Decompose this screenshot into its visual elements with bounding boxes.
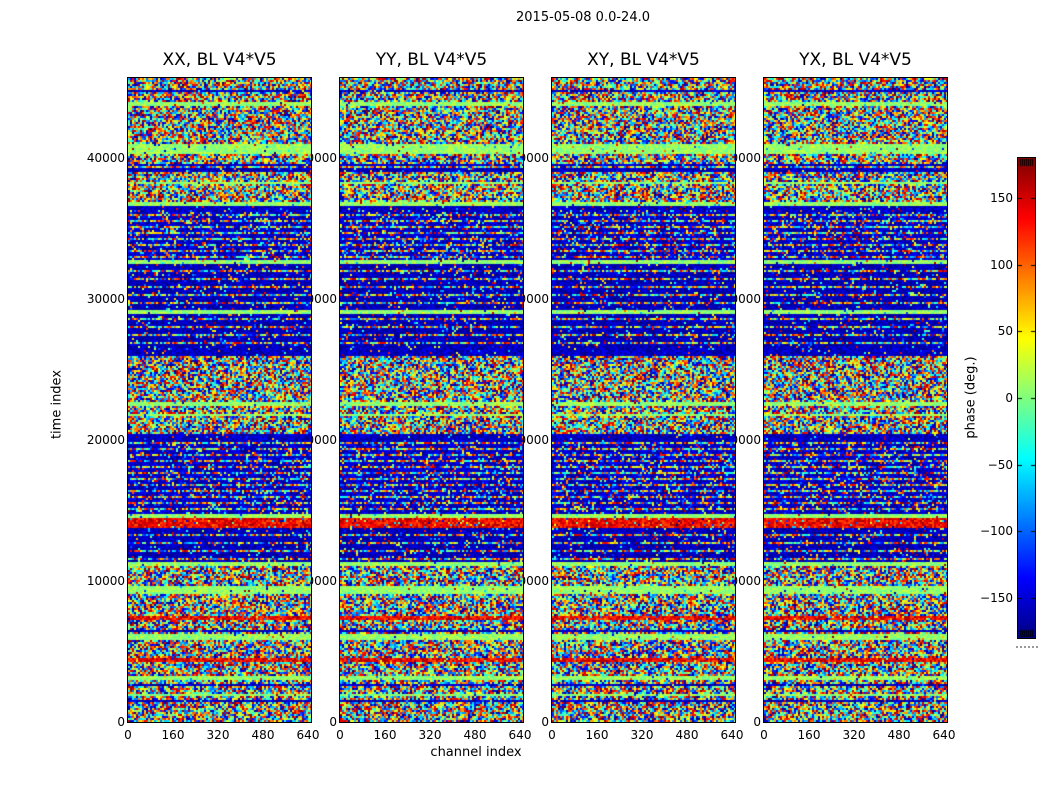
colorbar-tick-label: 0 [1005, 391, 1013, 405]
colorbar-tick-label: −150 [980, 591, 1013, 605]
heatmap-canvas-yy [340, 78, 523, 722]
x-tick-label: 640 [296, 728, 320, 742]
y-tick-label: 30000 [86, 292, 125, 306]
colorbar-tick-label: 100 [990, 258, 1013, 272]
x-tick-label: 0 [336, 728, 344, 742]
x-tick-label: 480 [675, 728, 699, 742]
panel-title-xx: XX, BL V4*V5 [162, 50, 277, 70]
heatmap-canvas-xx [128, 78, 311, 722]
y-tick-label: 10000 [86, 574, 125, 588]
x-tick-label: 160 [797, 728, 821, 742]
colorbar-canvas [1018, 158, 1035, 638]
colorbar-extend-dots [1016, 644, 1038, 648]
y-tick-label: 0 [117, 715, 125, 729]
x-tick-label: 640 [508, 728, 532, 742]
x-tick-label: 320 [418, 728, 442, 742]
heatmap-canvas-yx [764, 78, 947, 722]
heatmap-panel-xx [127, 77, 312, 723]
x-axis-label: channel index [430, 745, 522, 760]
heatmap-panel-yy [339, 77, 524, 723]
heatmap-canvas-xy [552, 78, 735, 722]
x-tick-label: 160 [161, 728, 185, 742]
x-tick-label: 480 [463, 728, 487, 742]
y-tick-label: 40000 [86, 151, 125, 165]
x-tick-label: 160 [585, 728, 609, 742]
colorbar-tick-label: −100 [980, 524, 1013, 538]
x-tick-label: 640 [932, 728, 956, 742]
panel-title-yx: YX, BL V4*V5 [799, 50, 912, 70]
y-tick-label: 0 [541, 715, 549, 729]
x-tick-label: 320 [842, 728, 866, 742]
y-tick-label: 0 [329, 715, 337, 729]
x-tick-label: 320 [630, 728, 654, 742]
panel-title-xy: XY, BL V4*V5 [587, 50, 700, 70]
x-tick-label: 160 [373, 728, 397, 742]
colorbar-tick-label: −50 [987, 458, 1013, 472]
x-tick-label: 0 [760, 728, 768, 742]
colorbar-tick-label: 150 [990, 191, 1013, 205]
colorbar [1017, 157, 1036, 639]
figure-title: 2015-05-08 0.0-24.0 [516, 10, 650, 25]
y-tick-label: 20000 [86, 433, 125, 447]
x-tick-label: 0 [548, 728, 556, 742]
x-tick-label: 480 [251, 728, 275, 742]
x-tick-label: 480 [887, 728, 911, 742]
x-tick-label: 320 [206, 728, 230, 742]
heatmap-panel-yx [763, 77, 948, 723]
y-tick-label: 0 [753, 715, 761, 729]
panel-title-yy: YY, BL V4*V5 [375, 50, 488, 70]
colorbar-tick-label: 50 [997, 324, 1013, 338]
x-tick-label: 640 [720, 728, 744, 742]
x-tick-label: 0 [124, 728, 132, 742]
heatmap-panel-xy [551, 77, 736, 723]
